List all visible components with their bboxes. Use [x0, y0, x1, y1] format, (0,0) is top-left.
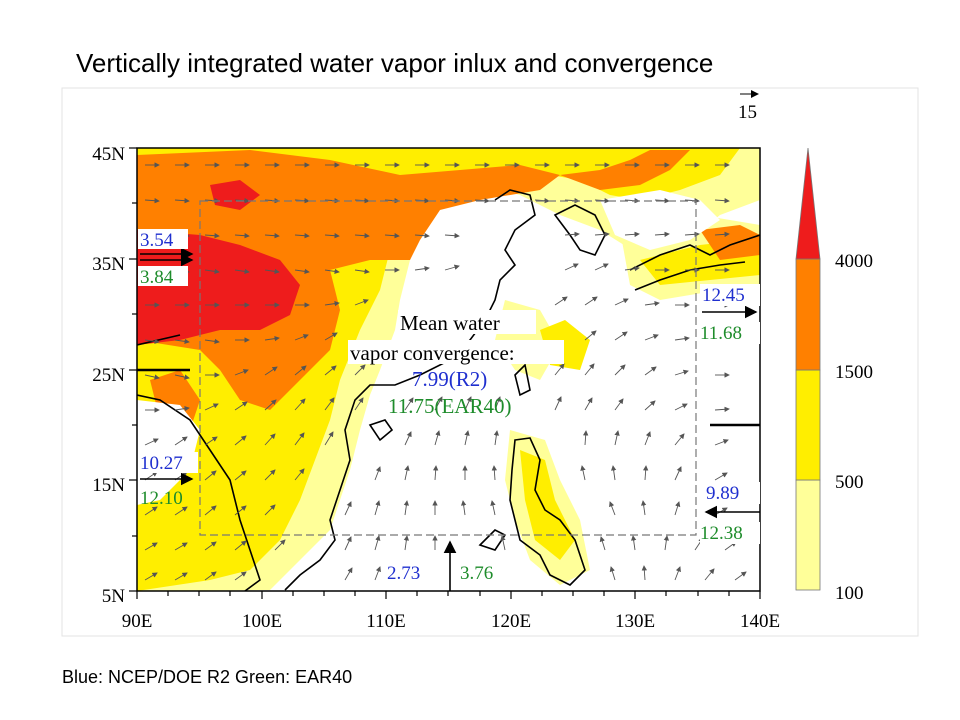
lat-label-25n: 25N — [92, 365, 125, 386]
colorbar-label-500: 500 — [835, 472, 864, 493]
colorbar-label-100: 100 — [835, 583, 864, 604]
analysis-region-box — [199, 200, 697, 536]
flux-arrows — [140, 247, 760, 591]
convergence-title-line2: vapor convergence: — [350, 341, 515, 365]
convergence-era40-value: 11.75(EAR40) — [388, 394, 511, 418]
lon-label-110e: 110E — [366, 611, 405, 632]
boundary-markers — [137, 368, 760, 427]
lat-label-35n: 35N — [92, 254, 125, 275]
flux-west-lower-blue: 10.27 — [140, 453, 183, 474]
convergence-title-line1: Mean water — [400, 311, 500, 335]
flux-west-lower-green: 12.10 — [140, 488, 183, 509]
flux-east-lower-green: 12.38 — [700, 523, 743, 544]
colorbar-label-1500: 1500 — [835, 362, 873, 383]
flux-west-upper-blue: 3.54 — [140, 230, 174, 251]
flux-east-upper-blue: 12.45 — [702, 285, 745, 306]
colorbar: 4000 1500 500 100 — [795, 147, 873, 604]
flux-east-lower-blue: 9.89 — [706, 483, 739, 504]
lon-label-100e: 100E — [242, 611, 282, 632]
colorbar-level-100-500 — [795, 479, 821, 591]
lat-label-45n: 45N — [92, 144, 125, 165]
lon-label-90e: 90E — [122, 611, 153, 632]
colorbar-level-4000-plus — [795, 147, 821, 260]
longitude-labels: 90E 100E 110E 120E 130E 140E — [122, 611, 780, 632]
colorbar-level-500-1500 — [795, 369, 821, 481]
convergence-r2-value: 7.99(R2) — [412, 367, 487, 391]
convergence-annotation: Mean water vapor convergence: 7.99(R2) 1… — [348, 310, 564, 418]
reference-vector-label: 15 — [738, 102, 757, 123]
colorbar-level-1500-4000 — [795, 258, 821, 371]
latitude-labels: 45N 35N 25N 15N 5N — [92, 144, 125, 607]
flux-east-upper-green: 11.68 — [700, 323, 742, 344]
lon-label-140e: 140E — [740, 611, 780, 632]
axis-ticks — [129, 147, 761, 599]
flux-south-green: 3.76 — [460, 563, 493, 584]
lat-label-15n: 15N — [92, 475, 125, 496]
lon-label-120e: 120E — [491, 611, 531, 632]
shading-1500-4000 — [137, 150, 760, 430]
flux-west-upper-green: 3.84 — [140, 267, 174, 288]
lat-label-5n: 5N — [102, 586, 126, 607]
flux-south-blue: 2.73 — [387, 563, 420, 584]
flux-values: 3.54 3.84 10.27 12.10 12.45 11.68 9.89 1… — [138, 229, 760, 584]
page-title: Vertically integrated water vapor inlux … — [76, 48, 714, 78]
wind-vectors — [144, 162, 747, 581]
legend-caption: Blue: NCEP/DOE R2 Green: EAR40 — [62, 667, 353, 687]
colorbar-label-4000: 4000 — [835, 251, 873, 272]
lon-label-130e: 130E — [615, 611, 655, 632]
reference-vector: 15 — [738, 90, 759, 123]
